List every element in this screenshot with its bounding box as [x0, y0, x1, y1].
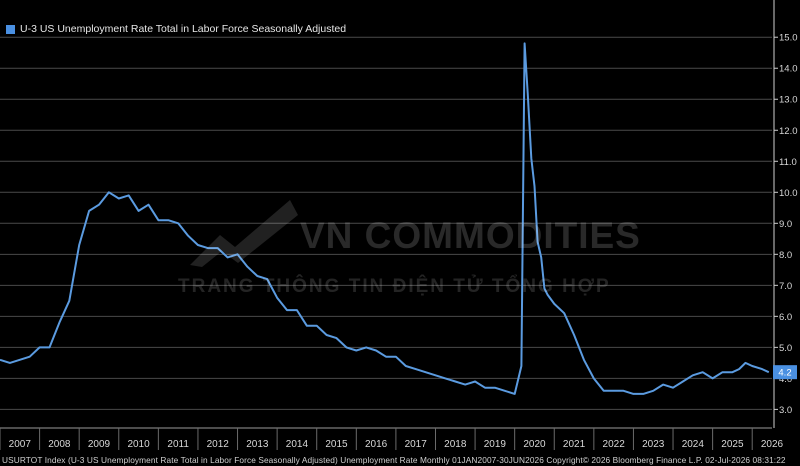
x-tick-label: 2016 — [365, 439, 388, 450]
y-tick-label: 3.0 — [779, 405, 792, 416]
legend-swatch — [6, 24, 15, 34]
legend-label: U-3 US Unemployment Rate Total in Labor … — [20, 23, 347, 35]
y-tick-label: 14.0 — [779, 64, 798, 75]
y-tick-label: 8.0 — [779, 250, 792, 261]
chart-legend: U-3 US Unemployment Rate Total in Labor … — [6, 23, 346, 35]
x-tick-label: 2026 — [761, 439, 784, 450]
x-tick-label: 2019 — [484, 439, 507, 450]
gridlines — [0, 36, 772, 410]
x-tick-label: 2023 — [642, 439, 665, 450]
y-tick-label: 7.0 — [779, 281, 792, 292]
x-tick-label: 2010 — [127, 439, 150, 450]
x-tick-label: 2015 — [325, 439, 348, 450]
footer-source: USURTOT Index (U-3 US Unemployment Rate … — [2, 455, 786, 465]
y-tick-label: 13.0 — [779, 95, 798, 106]
x-tick-label: 2025 — [721, 439, 744, 450]
watermark-logo-icon — [180, 195, 320, 275]
y-tick-label: 5.0 — [779, 343, 792, 354]
y-axis: 3.0 4.0 5.0 6.0 7.0 8.0 9.0 10.0 11.0 12.0 13.0 14.… — [773, 0, 798, 428]
last-value-badge — [773, 365, 797, 380]
x-tick-label: 2014 — [286, 439, 309, 450]
y-tick-label: 11.0 — [779, 157, 797, 168]
x-tick-label: 2021 — [563, 439, 586, 450]
x-tick-label: 2009 — [88, 439, 111, 450]
x-tick-label: 2017 — [405, 439, 428, 450]
x-tick-label: 2022 — [603, 439, 626, 450]
series-line — [0, 42, 770, 395]
x-tick-label: 2007 — [9, 439, 32, 450]
y-tick-label: 10.0 — [779, 188, 798, 199]
watermark-subtitle: TRANG THÔNG TIN ĐIỆN TỬ TỔNG HỢP — [178, 276, 611, 297]
x-axis: 2007 2008 2009 2010 2011 2012 2013 2014 2015 2016… — [0, 427, 784, 450]
x-tick-label: 2012 — [207, 439, 230, 450]
series-layer: 4.2 — [0, 42, 797, 395]
x-tick-label: 2008 — [48, 439, 71, 450]
y-tick-label: 12.0 — [779, 126, 798, 137]
watermark-title: VN COMMODITIES — [300, 215, 641, 256]
x-tick-label: 2013 — [246, 439, 269, 450]
y-tick-label: 15.0 — [779, 33, 798, 44]
y-tick-label: 9.0 — [779, 219, 792, 230]
last-value-label: 4.2 — [778, 368, 791, 379]
x-tick-label: 2011 — [167, 439, 189, 450]
x-tick-label: 2020 — [523, 439, 546, 450]
y-tick-label: 4.0 — [779, 374, 792, 385]
x-tick-label: 2018 — [444, 439, 467, 450]
y-tick-label: 6.0 — [779, 312, 792, 323]
x-tick-label: 2024 — [682, 439, 705, 450]
